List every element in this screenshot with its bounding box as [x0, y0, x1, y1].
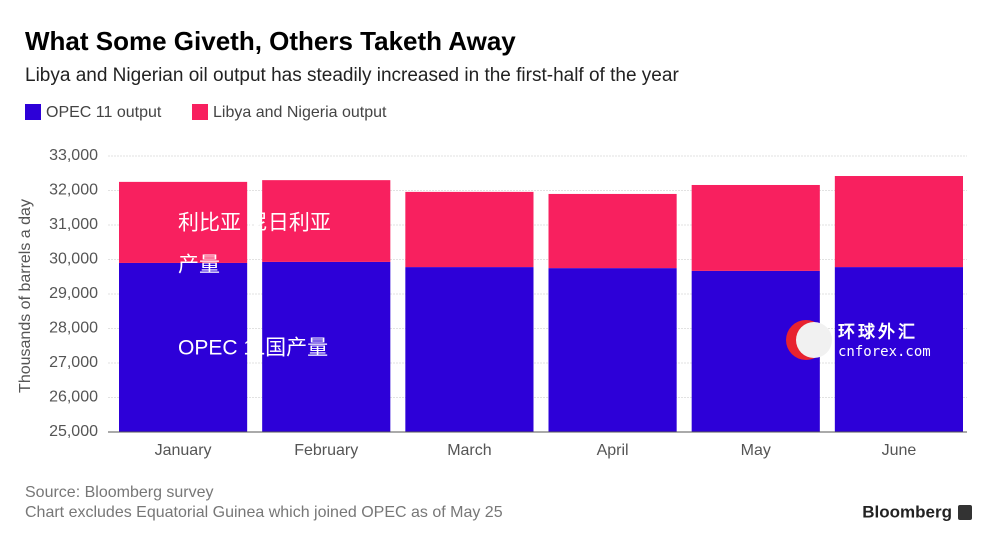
x-tick-label: April	[597, 442, 629, 459]
x-tick-label: June	[882, 442, 917, 459]
x-tick-label: January	[155, 442, 212, 459]
y-tick-label: 30,000	[49, 251, 98, 268]
chart-title: What Some Giveth, Others Taketh Away	[25, 26, 516, 56]
source: Source: Bloomberg survey	[25, 484, 214, 501]
y-tick-label: 26,000	[49, 389, 98, 406]
chart-subtitle: Libya and Nigerian oil output has steadi…	[25, 65, 679, 86]
bar-segment	[834, 176, 963, 268]
legend-swatch	[192, 104, 208, 120]
watermark-text: 环球外汇	[838, 321, 918, 341]
x-tick-label: May	[741, 442, 771, 459]
bar-segment	[405, 267, 534, 432]
legend-swatch	[25, 104, 41, 120]
watermark-logo	[796, 322, 832, 358]
bar-segment	[548, 193, 677, 269]
legend-label: OPEC 11 output	[46, 104, 162, 121]
bar-segment	[548, 268, 677, 432]
y-axis-label: Thousands of barrels a day	[17, 199, 34, 393]
y-tick-label: 33,000	[49, 147, 98, 164]
brand: Bloomberg	[862, 502, 952, 521]
bar-segment	[405, 191, 534, 268]
bar-segment	[691, 184, 820, 271]
annotation: 利比亚 尼日利亚	[178, 212, 331, 235]
y-tick-label: 32,000	[49, 182, 98, 199]
bar-segment	[119, 181, 248, 263]
watermark-text: cnforex.com	[838, 344, 931, 360]
bar-segment	[119, 262, 248, 432]
bar-segment	[262, 180, 391, 262]
bar-segment	[834, 267, 963, 432]
y-tick-label: 25,000	[49, 423, 98, 440]
y-tick-label: 31,000	[49, 216, 98, 233]
x-tick-label: February	[294, 442, 358, 459]
brand-icon	[958, 505, 972, 520]
note: Chart excludes Equatorial Guinea which j…	[25, 504, 503, 521]
annotation: 产量	[178, 254, 220, 277]
y-tick-label: 27,000	[49, 354, 98, 371]
x-tick-label: March	[447, 442, 491, 459]
legend-label: Libya and Nigeria output	[213, 104, 387, 121]
annotation: OPEC 11国产量	[178, 337, 328, 360]
y-tick-label: 28,000	[49, 320, 98, 337]
y-tick-label: 29,000	[49, 285, 98, 302]
bar-segment	[262, 261, 391, 432]
